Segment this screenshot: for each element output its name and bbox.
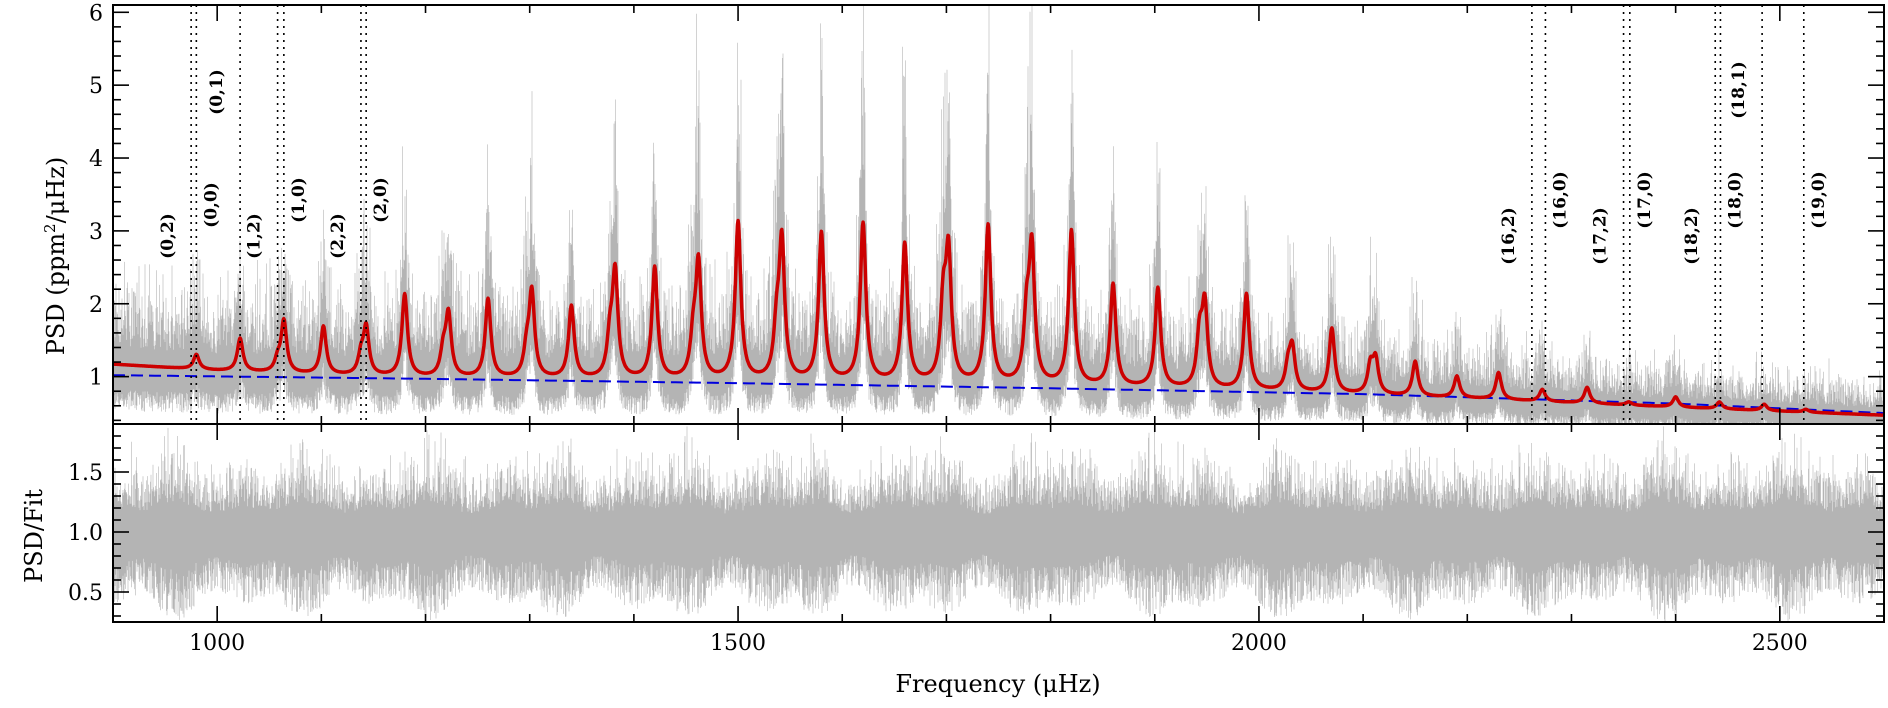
y-tick-label: 1.5 <box>68 461 103 486</box>
y-tick-label: 3 <box>89 220 103 245</box>
y-tick-label: 1.0 <box>68 521 103 546</box>
top-y-axis-title: PSD (ppm2/μHz) <box>41 157 70 355</box>
x-axis-title-main: Frequency ( <box>895 670 1042 698</box>
y-tick-label: 0.5 <box>68 581 103 606</box>
y-tick-label: 6 <box>89 1 103 26</box>
bottom-axes-box <box>112 423 1885 623</box>
mode-label: (2,2) <box>328 213 348 259</box>
fit-model-line <box>111 218 1886 417</box>
mode-label: (2,0) <box>371 177 391 223</box>
bottom-panel-frame <box>112 423 1885 623</box>
top-y-axis-title-main: PSD (ppm <box>42 233 70 356</box>
y-tick-label: 5 <box>89 74 103 99</box>
mode-labels: (0,2) (0,0) (0,1) (1,2) (1,0) (2,2) (2,0) (16,2… <box>158 5 1829 424</box>
mode-label: (17,2) <box>1591 207 1611 265</box>
x-tick-label: 2000 <box>1231 631 1287 656</box>
bottom-y-axis-title: PSD/Fit <box>20 489 48 583</box>
y-tick-label: 4 <box>89 147 103 172</box>
mode-label: (1,2) <box>245 213 265 259</box>
bottom-panel-data <box>112 426 1885 622</box>
x-tick-label: 1500 <box>710 631 766 656</box>
top-panel-data <box>111 5 1886 424</box>
top-y-axis-title-unit: /μHz) <box>42 157 70 224</box>
mode-label: (16,0) <box>1550 171 1570 229</box>
mode-label: (17,0) <box>1635 171 1655 229</box>
mode-label: (0,0) <box>201 182 221 228</box>
y-tick-label: 1 <box>89 366 103 391</box>
top-y-axis-title-sup: 2 <box>41 223 59 233</box>
x-tick-label: 1000 <box>189 631 245 656</box>
background-fit-line <box>113 374 1885 415</box>
mode-label: (18,0) <box>1725 171 1745 229</box>
top-panel-ticks: 1 2 3 4 5 6 <box>89 1 1885 424</box>
x-axis-title-unit: μHz) <box>1042 670 1101 698</box>
mode-label: (16,2) <box>1499 207 1519 265</box>
mode-label: (19,0) <box>1809 171 1829 229</box>
mode-label: (18,2) <box>1682 207 1702 265</box>
psd-fit-ratio-noise <box>112 426 1885 622</box>
bottom-panel-ticks: 1000 1500 2000 2500 0.5 1.0 1.5 <box>68 423 1885 656</box>
x-tick-label: 2500 <box>1752 631 1808 656</box>
y-tick-label: 2 <box>89 293 103 318</box>
x-axis-title: Frequency (μHz) <box>895 670 1100 698</box>
mode-label: (1,0) <box>289 177 309 223</box>
mode-label: (18,1) <box>1729 61 1749 119</box>
mode-label: (0,2) <box>158 213 178 259</box>
mode-label: (0,1) <box>207 69 227 115</box>
bottom-panel: 1000 1500 2000 2500 0.5 1.0 1.5 PSD/Fit Freque… <box>20 423 1885 698</box>
top-panel: 1 2 3 4 5 6 (0,2) (0,0) (0,1) (1,2) (1,0) (2,2) (2,… <box>41 1 1886 425</box>
